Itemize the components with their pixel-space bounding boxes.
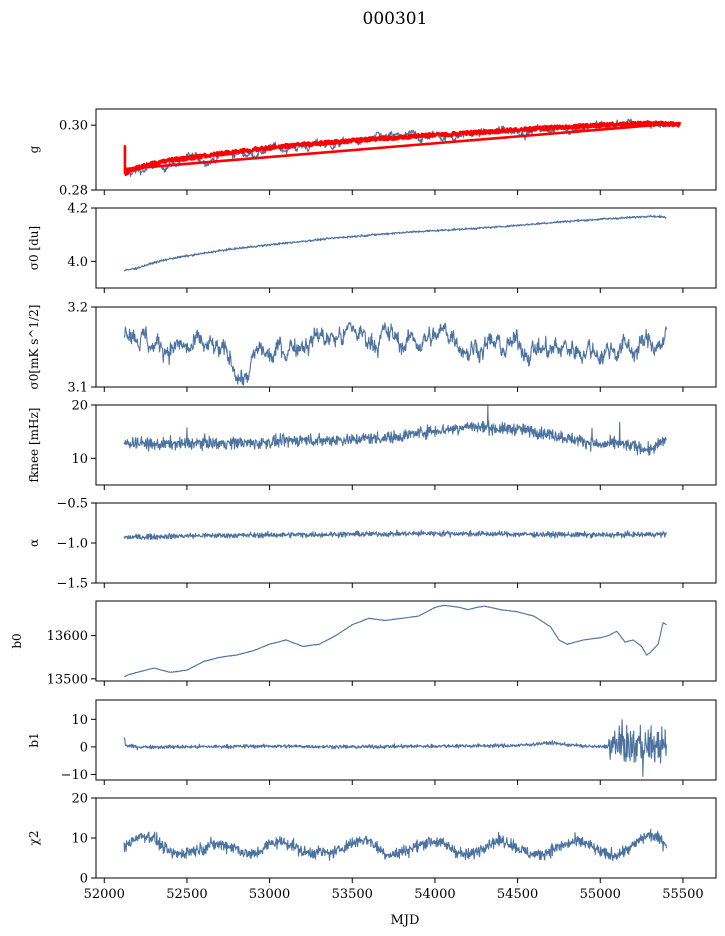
y-tick-label: −1.5 bbox=[56, 577, 88, 592]
y-axis-label: g bbox=[27, 145, 41, 153]
figure-title: 000301 bbox=[363, 9, 428, 29]
series-line-1 bbox=[123, 604, 667, 678]
series-line-1 bbox=[123, 405, 667, 456]
panel-lines bbox=[123, 214, 667, 272]
x-tick-label: 54000 bbox=[414, 887, 455, 902]
series-line-1 bbox=[123, 719, 667, 777]
axes-frame bbox=[95, 600, 717, 682]
panel-6: 13500 13600 b0 bbox=[10, 600, 717, 687]
y-tick-label: 10 bbox=[71, 452, 88, 467]
y-tick-label: 13500 bbox=[47, 672, 88, 687]
panel-lines bbox=[123, 604, 667, 678]
y-tick-label: 4.0 bbox=[67, 255, 88, 270]
y-tick-label: 0.30 bbox=[59, 119, 88, 134]
panel-lines bbox=[123, 828, 667, 862]
panel-7: −10 0 10 b1 bbox=[27, 699, 717, 785]
series-line-1 bbox=[123, 828, 667, 862]
y-tick-label: −1.0 bbox=[56, 537, 88, 552]
x-tick-label: 52500 bbox=[166, 887, 207, 902]
y-tick-label: 0 bbox=[80, 740, 88, 755]
y-tick-label: −0.5 bbox=[56, 497, 88, 512]
y-axis-label: σ0[mK s^1/2] bbox=[27, 305, 41, 390]
axes-frame bbox=[95, 699, 717, 781]
y-axis-label: α bbox=[27, 539, 41, 547]
x-tick-label: 53500 bbox=[332, 887, 373, 902]
panels: 0.28 0.30 g 4.0 4.2 σ0 [du] 3.1 3.2 σ0[mK s^1/2]… bbox=[10, 108, 717, 902]
x-tick-label: 52000 bbox=[84, 887, 125, 902]
series-line-1 bbox=[123, 322, 667, 386]
panel-lines bbox=[123, 322, 667, 386]
y-tick-label: 3.2 bbox=[67, 301, 88, 316]
y-axis-label: fknee [mHz] bbox=[27, 408, 41, 483]
panel-2: 4.0 4.2 σ0 [du] bbox=[27, 202, 717, 293]
panel-5: −1.5 −1.0 −0.5 α bbox=[27, 497, 717, 592]
axes-frame bbox=[95, 108, 717, 191]
x-tick-label: 55000 bbox=[580, 887, 621, 902]
y-tick-label: 20 bbox=[71, 399, 88, 414]
y-axis-label: b1 bbox=[27, 732, 41, 747]
y-axis-label: σ0 [du] bbox=[27, 226, 41, 270]
panel-lines bbox=[123, 118, 681, 177]
panel-lines bbox=[123, 405, 667, 456]
y-tick-label: 0.28 bbox=[59, 184, 88, 199]
panel-lines bbox=[123, 719, 667, 777]
x-tick-label: 53000 bbox=[249, 887, 290, 902]
y-tick-label: 13600 bbox=[47, 629, 88, 644]
x-axis-label: MJD bbox=[391, 913, 420, 928]
y-tick-label: 20 bbox=[71, 792, 88, 807]
panel-1: 0.28 0.30 g bbox=[27, 108, 717, 199]
y-tick-label: 3.1 bbox=[67, 381, 88, 396]
y-tick-label: 10 bbox=[71, 832, 88, 847]
panel-8: 52000 52500 53000 53500 54000 54500 55000 55500… bbox=[27, 792, 717, 902]
axes-frame bbox=[95, 306, 717, 388]
axes-frame bbox=[95, 404, 717, 486]
panel-4: 10 20 fknee [mHz] bbox=[27, 399, 717, 490]
series-line-1 bbox=[123, 529, 667, 541]
panel-3: 3.1 3.2 σ0[mK s^1/2] bbox=[27, 301, 717, 396]
y-tick-label: −10 bbox=[61, 768, 88, 783]
y-axis-label: χ2 bbox=[27, 831, 41, 846]
x-tick-label: 54500 bbox=[497, 887, 538, 902]
y-axis-label: b0 bbox=[10, 633, 24, 648]
y-tick-label: 0 bbox=[80, 872, 88, 887]
y-tick-label: 10 bbox=[71, 713, 88, 728]
series-line-1 bbox=[123, 214, 667, 272]
x-tick-label: 55500 bbox=[662, 887, 703, 902]
axes-frame bbox=[95, 502, 717, 584]
series-line-2 bbox=[123, 120, 681, 177]
axes-frame bbox=[95, 797, 717, 879]
panel-lines bbox=[123, 529, 667, 541]
y-tick-label: 4.2 bbox=[67, 202, 88, 217]
axes-frame bbox=[95, 207, 717, 289]
